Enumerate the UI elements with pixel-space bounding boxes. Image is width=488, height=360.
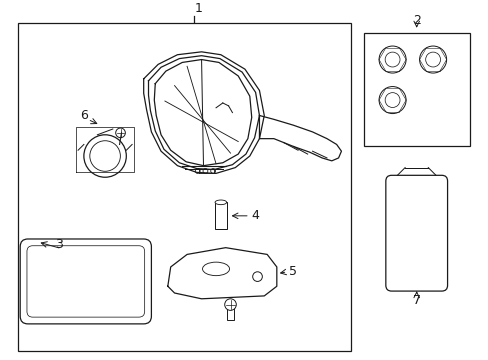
Text: 3: 3	[55, 238, 62, 251]
Text: 1: 1	[194, 2, 202, 15]
Bar	[363, 32, 469, 147]
Text: 2: 2	[412, 14, 420, 27]
Text: 4: 4	[251, 209, 259, 222]
Text: 6: 6	[80, 109, 88, 122]
Ellipse shape	[215, 200, 226, 204]
Text: 7: 7	[412, 294, 420, 307]
Text: 5: 5	[288, 265, 297, 278]
Circle shape	[224, 299, 236, 310]
Bar	[215, 202, 226, 229]
Bar	[226, 306, 234, 320]
Bar	[18, 23, 350, 351]
